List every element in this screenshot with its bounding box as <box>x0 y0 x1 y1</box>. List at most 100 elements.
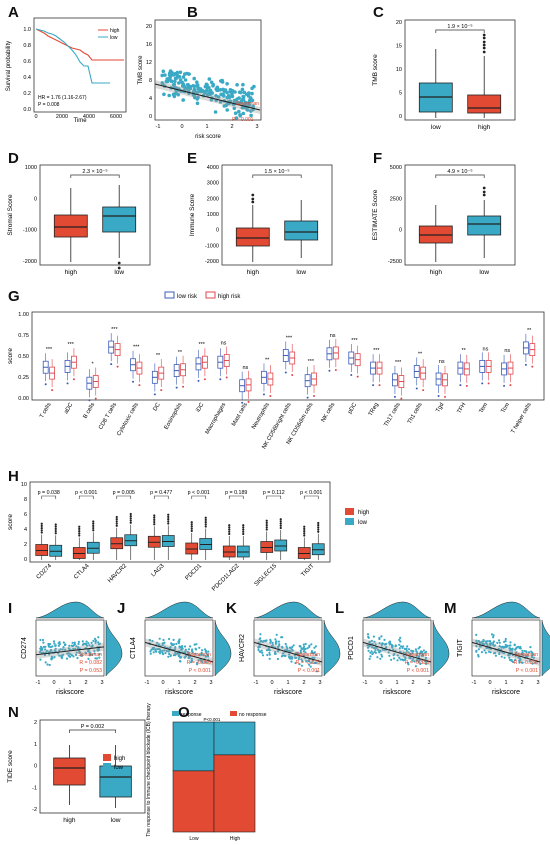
scatter-xtick: 2 <box>302 680 305 686</box>
scatter-point <box>85 644 89 647</box>
scatter-point <box>91 653 94 657</box>
panel-g-legend: low risk high risk <box>164 291 241 300</box>
scatter-point <box>191 650 194 653</box>
panel-letter-o: O <box>178 704 190 721</box>
scatter-point <box>73 643 76 647</box>
scatter-point <box>413 660 416 663</box>
panel-c-pvalue: 1.9 × 10⁻⁵ <box>447 23 472 30</box>
panel-h-legend: high low <box>345 508 369 526</box>
panel-g-xtick: CD8 T cells <box>98 402 118 431</box>
scatter-point <box>221 92 226 97</box>
panel-letter-m: M <box>444 600 457 617</box>
scatter-point <box>380 653 383 656</box>
scatter-point <box>385 646 388 649</box>
regression-line <box>253 641 323 663</box>
scatter-point <box>257 648 260 652</box>
scatter-point <box>156 648 159 651</box>
scatter-point <box>412 657 415 660</box>
scatter-point <box>38 651 42 654</box>
scatter-point <box>509 641 512 644</box>
scatter-point <box>396 659 399 662</box>
panel-a-ytick: 0.4 <box>23 75 31 81</box>
scatter-point <box>275 642 278 645</box>
panel-g-sig: ** <box>461 348 466 354</box>
panel-h-ytick: 10 <box>21 482 27 488</box>
scatter-point <box>511 660 515 664</box>
scatter-point <box>492 634 495 637</box>
scatter-point <box>171 72 175 76</box>
panel-f-box <box>467 215 502 236</box>
scatter-point <box>170 642 173 645</box>
scatter-point <box>97 636 100 639</box>
scatter-point <box>218 100 223 104</box>
scatter-point <box>477 653 480 657</box>
scatter-point <box>225 82 229 86</box>
scatter-point <box>178 646 181 649</box>
scatter-point <box>172 94 177 99</box>
scatter-point <box>420 654 423 657</box>
top-density <box>253 601 323 619</box>
scatter-point <box>370 650 373 653</box>
scatter-point <box>475 645 478 648</box>
panel-f-ylabel: ESTIMATE Score <box>372 189 379 240</box>
scatter-point <box>66 652 69 655</box>
right-density <box>214 619 232 677</box>
scatter-point <box>417 660 420 664</box>
scatter-point <box>44 648 47 651</box>
scatter-point <box>85 640 88 643</box>
scatter-point <box>225 95 230 100</box>
scatter-point <box>163 641 166 644</box>
scatter-point <box>402 659 406 662</box>
scatter-point <box>95 657 98 660</box>
scatter-point <box>284 654 287 658</box>
scatter-point <box>68 644 71 647</box>
scatter-point <box>270 645 273 648</box>
scatter-point <box>371 646 374 649</box>
right-density <box>323 619 341 677</box>
scatter-point <box>265 639 268 642</box>
scatter-point <box>407 651 410 654</box>
panel-g-sig: ** <box>178 350 183 356</box>
scatter-point <box>167 93 171 98</box>
scatter-point <box>391 646 394 649</box>
scatter-point <box>181 645 184 648</box>
scatter-point <box>178 639 181 642</box>
scatter-point <box>313 656 316 660</box>
scatter-point <box>72 655 75 658</box>
scatter-point <box>374 643 377 646</box>
scatter-point <box>248 96 253 100</box>
scatter-point <box>398 656 401 659</box>
scatter-point <box>259 633 262 636</box>
panel-o-p: P<0.001 <box>204 717 221 722</box>
scatter-point <box>376 648 380 651</box>
scatter-point <box>98 656 101 659</box>
scatter-point <box>199 89 203 94</box>
scatter-point <box>44 661 47 664</box>
scatter-point <box>378 636 381 639</box>
scatter-point <box>93 652 96 655</box>
panel-g-sig: ns <box>504 348 510 354</box>
scatter-point <box>94 641 97 645</box>
scatter-point <box>154 648 157 651</box>
scatter-point <box>514 648 517 651</box>
panel-e-box <box>284 220 319 241</box>
scatter-point <box>293 654 296 657</box>
scatter-point <box>528 660 531 663</box>
panel-n: TIDE score 2 1 0 -1 -2 P = 0.002 high low <box>7 719 146 824</box>
scatter-point <box>71 641 74 645</box>
panel-h-xtick: CTLA4 <box>73 563 91 581</box>
panel-i-scatter: Spearman R = 0.082 P = 0.053 CD274 -1 0 1 2 3 ris… <box>21 601 123 696</box>
panel-g-sig: *** <box>68 342 75 348</box>
scatter-point <box>518 659 522 662</box>
scatter-point <box>370 639 373 642</box>
scatter-point <box>515 651 518 654</box>
scatter-point <box>486 640 489 643</box>
panel-o-xtick: Low <box>189 836 199 842</box>
panel-o-legend: response no response <box>172 711 267 718</box>
scatter-point <box>197 659 200 662</box>
scatter-point <box>500 655 503 658</box>
scatter-point <box>285 645 288 648</box>
scatter-point <box>517 656 520 659</box>
scatter-point <box>299 645 302 648</box>
scatter-point <box>494 654 497 657</box>
